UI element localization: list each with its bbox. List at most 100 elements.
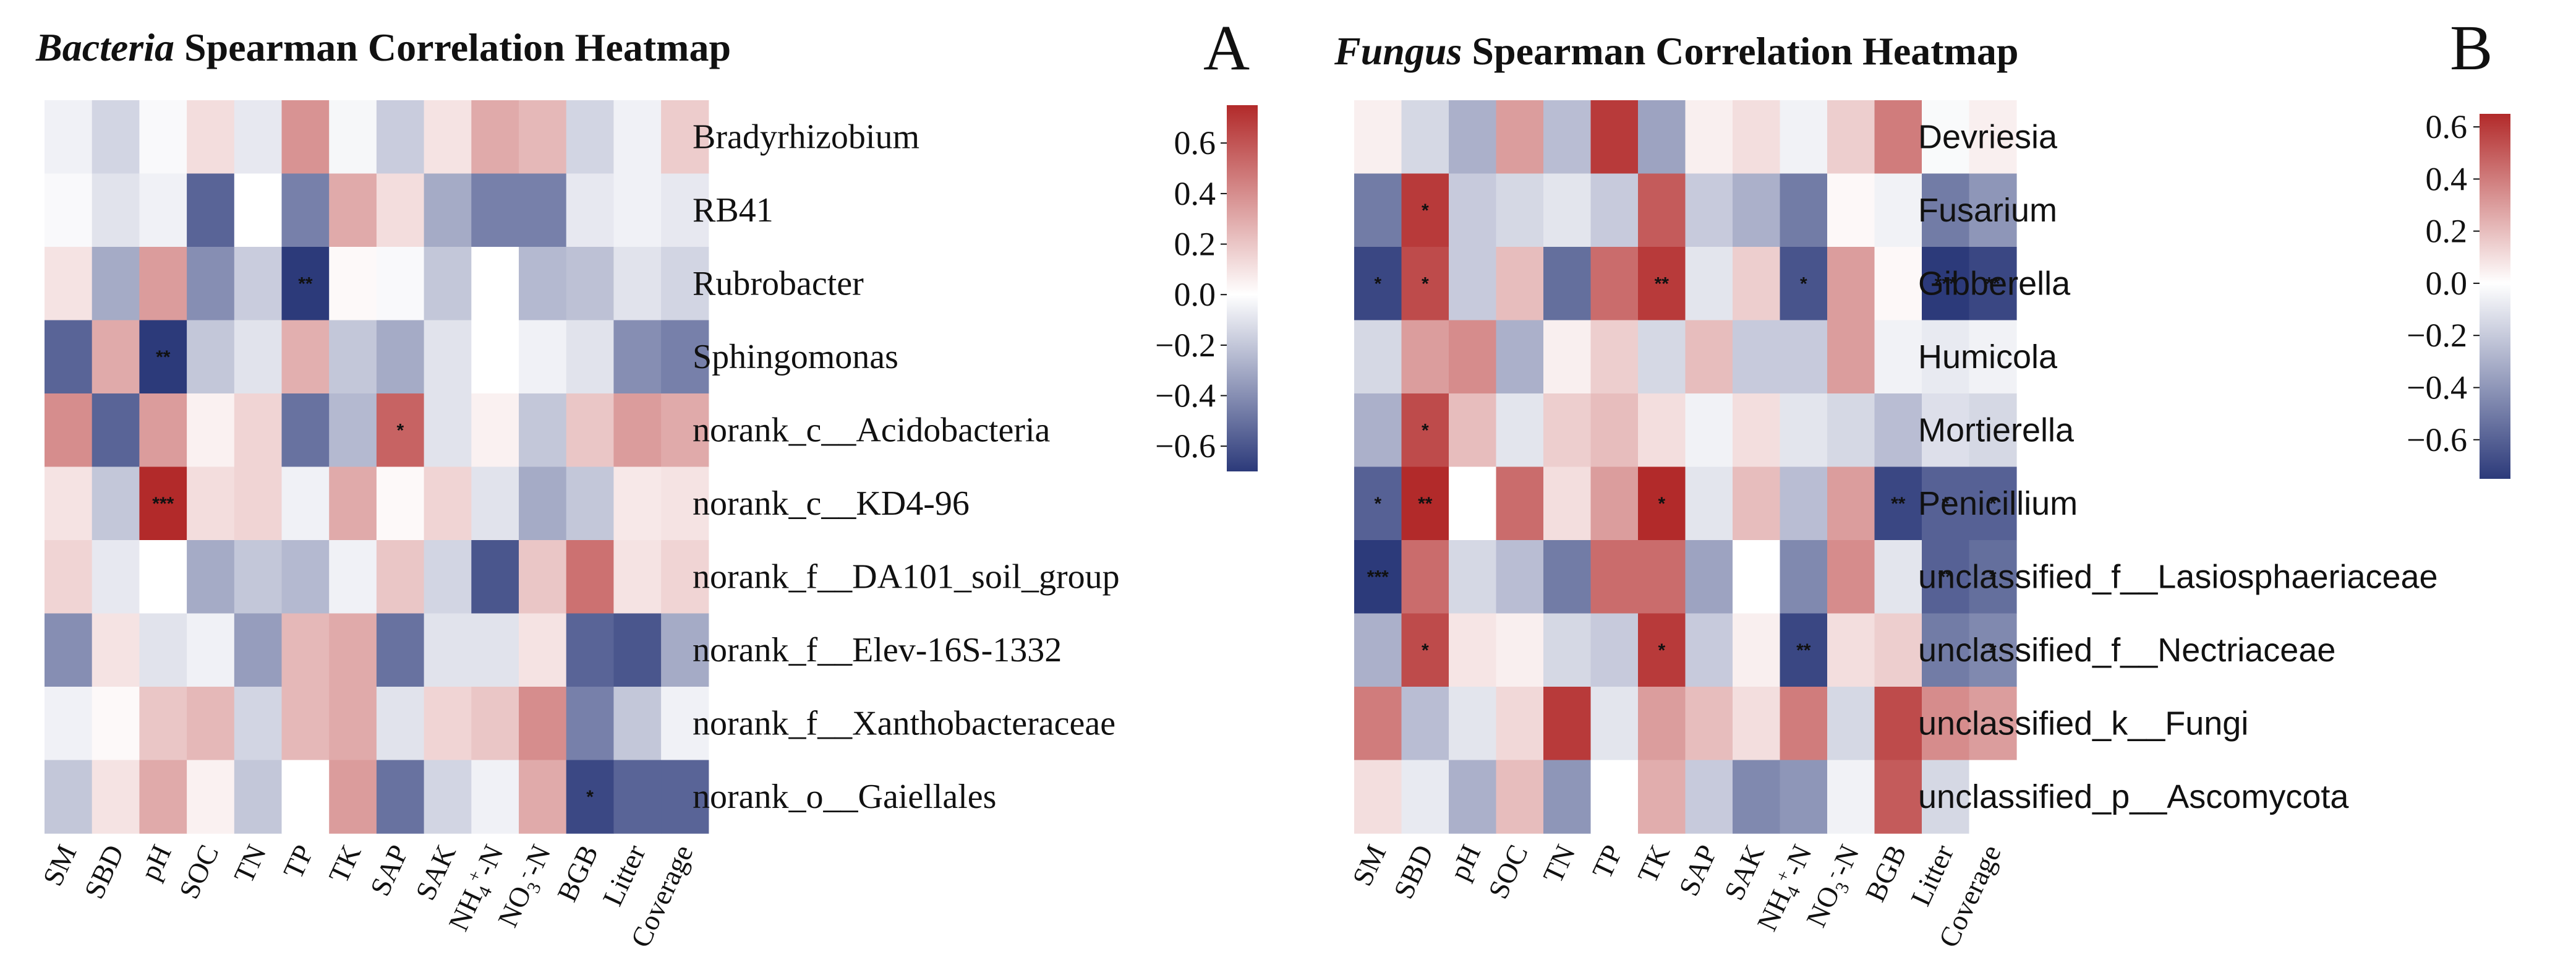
bacteria-cell-r4-c2	[139, 393, 187, 468]
bacteria-cell-r7-c5	[281, 613, 330, 687]
fungus-cell-r3-c5	[1590, 320, 1639, 394]
bacteria-cell-r0-c5	[281, 100, 330, 174]
fungus-cell-r0-c6	[1638, 100, 1686, 174]
fungus-cell-r7-c4	[1543, 613, 1592, 687]
bacteria-cell-r2-c9	[471, 247, 519, 321]
bacteria-cell-r8-c4	[234, 687, 283, 761]
bacteria-cell-r3-c9	[471, 320, 519, 394]
fungus-cell-r8-c4	[1543, 687, 1592, 761]
fungus-col-label-0: SM	[1346, 840, 1392, 891]
fungus-cell-r6-c7	[1685, 540, 1733, 614]
fungus-cell-r5-c7	[1685, 466, 1733, 541]
fungus-cell-r7-c11	[1874, 613, 1922, 687]
bacteria-cell-r2-c2	[139, 247, 187, 321]
bacteria-cell-r0-c11	[566, 100, 614, 174]
bacteria-cell-r3-c5	[281, 320, 330, 394]
fungus-cell-r9-c0	[1354, 760, 1402, 834]
bacteria-colorbar-tick-label-6: −0.6	[1155, 427, 1216, 465]
bacteria-cell-r5-c4	[234, 466, 283, 541]
bacteria-cell-r7-c13	[661, 613, 709, 687]
bacteria-cell-r1-c1	[92, 173, 140, 247]
bacteria-cell-r2-c4	[234, 247, 283, 321]
fungus-cell-r1-c5	[1590, 173, 1639, 247]
fungus-colorbar-tick-label-5: −0.4	[2407, 369, 2467, 406]
fungus-cell-r4-c11	[1874, 393, 1922, 468]
fungus-cell-r9-c13	[1969, 760, 2017, 834]
heatmap-fungus: ** * ** * *** **** ** * ** * **** ** ** * ** *Devriesia…	[1346, 100, 2510, 952]
fungus-cell-r1-c7	[1685, 173, 1733, 247]
fungus-colorbar-tick-label-6: −0.6	[2407, 421, 2467, 458]
fungus-cell-r4-c8	[1733, 393, 1781, 468]
bacteria-cell-r9-c2	[139, 760, 187, 834]
bacteria-cell-r6-c0	[45, 540, 93, 614]
fungus-cell-r5-c12	[1922, 466, 1970, 541]
bacteria-cell-r3-c0	[45, 320, 93, 394]
fungus-row-label-4: Mortierella	[1918, 411, 2075, 449]
fungus-sig-r4-c1: *	[1422, 420, 1429, 440]
fungus-row-label-8: unclassified_k__Fungi	[1918, 705, 2248, 742]
fungus-cell-r0-c0	[1354, 100, 1402, 174]
bacteria-cell-r6-c4	[234, 540, 283, 614]
bacteria-row-label-7: norank_f__Elev-16S-1332	[693, 631, 1062, 669]
panel-a-title-taxon: Bacteria	[35, 25, 174, 69]
fungus-cell-r6-c1	[1401, 540, 1449, 614]
bacteria-sig-r2-c5: **	[298, 273, 313, 294]
bacteria-cell-r9-c6	[329, 760, 377, 834]
bacteria-row-label-9: norank_o__Gaiellales	[693, 778, 996, 816]
fungus-cell-r3-c6	[1638, 320, 1686, 394]
bacteria-cell-r8-c3	[187, 687, 235, 761]
fungus-col-label-2: pH	[1443, 840, 1486, 885]
fungus-row-label-2: Gibberella	[1918, 265, 2071, 302]
fungus-cell-r9-c11	[1874, 760, 1922, 834]
fungus-cell-r2-c8	[1733, 247, 1781, 321]
bacteria-colorbar-tick-label-3: 0.0	[1174, 276, 1216, 313]
bacteria-cell-r6-c8	[424, 540, 472, 614]
fungus-row-label-3: Humicola	[1918, 338, 2058, 376]
bacteria-cell-r1-c6	[329, 173, 377, 247]
panel-b-title-text: Spearman Correlation Heatmap	[1472, 29, 2018, 73]
fungus-cell-r6-c10	[1827, 540, 1875, 614]
fungus-cell-r8-c6	[1638, 687, 1686, 761]
bacteria-colorbar-tick-label-1: 0.4	[1174, 175, 1216, 212]
fungus-cell-r5-c2	[1449, 466, 1497, 541]
bacteria-cell-r3-c11	[566, 320, 614, 394]
bacteria-cell-r5-c10	[519, 466, 567, 541]
fungus-cell-r2-c11	[1874, 247, 1922, 321]
bacteria-cell-r5-c3	[187, 466, 235, 541]
bacteria-col-label-1: SBD	[78, 840, 130, 904]
fungus-cell-r3-c7	[1685, 320, 1733, 394]
bacteria-sig-r4-c7: *	[396, 420, 404, 440]
bacteria-cell-r4-c1	[92, 393, 140, 468]
fungus-cell-r4-c13	[1969, 393, 2017, 468]
bacteria-cell-r7-c9	[471, 613, 519, 687]
fungus-cell-r5-c5	[1590, 466, 1639, 541]
bacteria-col-label-4: TN	[228, 840, 272, 888]
bacteria-cell-r1-c10	[519, 173, 567, 247]
fungus-cell-r8-c3	[1496, 687, 1544, 761]
bacteria-row-label-8: norank_f__Xanthobacteraceae	[693, 704, 1115, 742]
bacteria-cell-r5-c7	[376, 466, 425, 541]
bacteria-cell-r0-c10	[519, 100, 567, 174]
fungus-cell-r5-c9	[1780, 466, 1828, 541]
fungus-sig-r2-c13: **	[1985, 273, 2000, 294]
fungus-cell-r9-c9	[1780, 760, 1828, 834]
fungus-cell-r0-c11	[1874, 100, 1922, 174]
bacteria-sig-r3-c2: **	[156, 347, 171, 367]
fungus-cell-r7-c5	[1590, 613, 1639, 687]
fungus-sig-r6-c12: **	[1938, 567, 1953, 587]
fungus-cell-r9-c7	[1685, 760, 1733, 834]
bacteria-cell-r6-c2	[139, 540, 187, 614]
bacteria-colorbar-tick-label-2: 0.2	[1174, 226, 1216, 263]
fungus-cell-r1-c1	[1401, 173, 1449, 247]
bacteria-row-label-0: Bradyrhizobium	[693, 118, 919, 156]
fungus-cell-r6-c6	[1638, 540, 1686, 614]
fungus-cell-r0-c10	[1827, 100, 1875, 174]
bacteria-cell-r2-c5	[281, 247, 330, 321]
fungus-cell-r3-c10	[1827, 320, 1875, 394]
fungus-cell-r4-c5	[1590, 393, 1639, 468]
bacteria-cell-r2-c3	[187, 247, 235, 321]
fungus-cell-r3-c12	[1922, 320, 1970, 394]
fungus-row-label-5: Penicillium	[1918, 485, 2078, 522]
bacteria-cell-r4-c7	[376, 393, 425, 468]
fungus-cell-r3-c1	[1401, 320, 1449, 394]
